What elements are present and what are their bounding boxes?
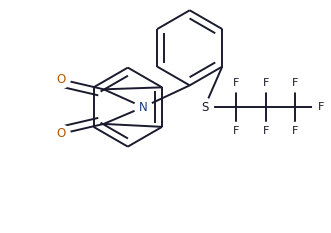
Text: F: F (262, 126, 269, 136)
Circle shape (52, 125, 70, 143)
Text: F: F (318, 102, 324, 112)
Text: O: O (57, 73, 66, 86)
Text: F: F (292, 126, 299, 136)
Circle shape (196, 98, 213, 116)
Circle shape (52, 71, 70, 88)
Text: F: F (292, 78, 299, 88)
Circle shape (134, 98, 152, 116)
Text: F: F (262, 78, 269, 88)
Text: O: O (57, 127, 66, 140)
Circle shape (313, 99, 330, 116)
Circle shape (258, 122, 274, 139)
Text: F: F (233, 126, 239, 136)
Text: N: N (139, 101, 148, 114)
Text: S: S (201, 101, 208, 114)
Circle shape (287, 122, 304, 139)
Circle shape (228, 75, 245, 92)
Circle shape (287, 75, 304, 92)
Circle shape (228, 122, 245, 139)
Text: F: F (233, 78, 239, 88)
Circle shape (258, 75, 274, 92)
